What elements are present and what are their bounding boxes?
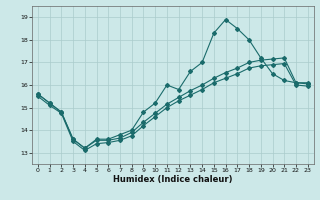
X-axis label: Humidex (Indice chaleur): Humidex (Indice chaleur) <box>113 175 233 184</box>
